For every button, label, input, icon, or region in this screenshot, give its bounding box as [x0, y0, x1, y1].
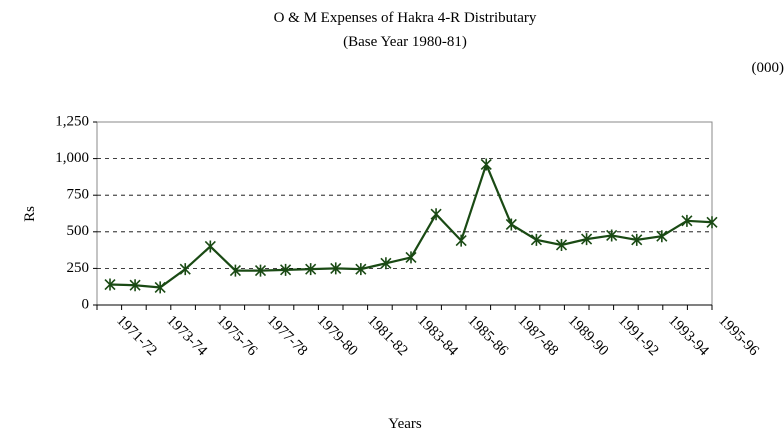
y-tick-label: 250: [67, 260, 90, 276]
point-marker: [681, 214, 693, 227]
x-tick-label: 1977-78: [264, 313, 311, 360]
point-marker: [129, 279, 141, 292]
x-tick-label: 1983-84: [414, 313, 461, 360]
x-tick-label: 1995-96: [715, 313, 762, 360]
y-axis-label: Rs: [22, 206, 38, 222]
point-marker: [581, 233, 593, 246]
point-marker: [480, 158, 492, 171]
point-marker: [430, 208, 442, 221]
point-marker: [254, 264, 267, 277]
x-tick-label: 1989-90: [565, 313, 612, 360]
point-marker: [505, 218, 517, 231]
point-marker: [229, 264, 241, 277]
x-tick-label: 1985-86: [464, 313, 511, 360]
x-tick-label: 1979-80: [314, 313, 361, 360]
point-marker: [204, 240, 216, 253]
y-tick-label: 1,000: [55, 150, 89, 166]
point-marker: [104, 278, 116, 291]
point-marker: [631, 233, 643, 246]
point-marker: [179, 263, 191, 276]
chart-title: O & M Expenses of Hakra 4-R Distributary: [274, 10, 537, 26]
point-marker: [355, 263, 367, 276]
point-marker: [305, 263, 317, 276]
x-tick-label: 1981-82: [364, 313, 411, 360]
point-marker: [330, 262, 342, 275]
x-tick-label: 1991-92: [615, 313, 662, 360]
plot-frame: [96, 121, 713, 306]
x-tick-label: 1973-74: [163, 313, 210, 360]
series-line: [109, 161, 713, 289]
point-marker: [154, 281, 166, 294]
point-marker: [455, 234, 467, 247]
y-tick-label: 750: [67, 187, 90, 203]
point-marker: [530, 233, 542, 246]
point-marker: [606, 229, 618, 242]
x-tick-label: 1975-76: [214, 313, 261, 360]
x-tick-label: 1971-72: [113, 313, 160, 360]
y-tick-label: 1,250: [55, 113, 89, 129]
y-tick-label: 500: [67, 223, 90, 239]
point-marker: [555, 238, 568, 251]
point-marker: [380, 257, 392, 270]
x-tick-label: 1993-94: [665, 313, 712, 360]
point-marker: [656, 230, 668, 243]
point-marker: [405, 251, 417, 264]
point-marker: [280, 263, 292, 276]
x-axis-label: Years: [388, 416, 422, 432]
x-tick-label: 1987-88: [515, 313, 562, 360]
point-marker: [706, 216, 718, 229]
y-tick-label: 0: [82, 296, 90, 312]
unit-note: (000): [752, 60, 784, 76]
chart-subtitle: (Base Year 1980-81): [343, 34, 467, 50]
